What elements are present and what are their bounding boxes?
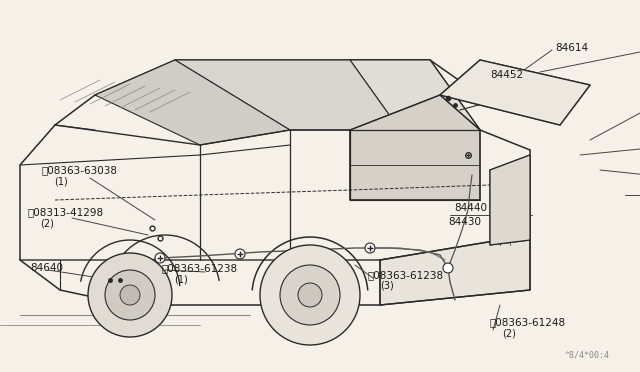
Circle shape <box>235 249 245 259</box>
Text: 84614: 84614 <box>555 43 588 53</box>
Text: Ⓢ08363-61238: Ⓢ08363-61238 <box>162 263 238 273</box>
Polygon shape <box>490 155 530 245</box>
Circle shape <box>443 263 453 273</box>
Polygon shape <box>350 60 480 130</box>
Polygon shape <box>175 60 400 130</box>
Text: 84440: 84440 <box>454 203 487 213</box>
Text: Ⓢ08363-63038: Ⓢ08363-63038 <box>42 165 118 175</box>
Text: (1): (1) <box>54 176 68 186</box>
Text: (2): (2) <box>502 328 516 338</box>
Polygon shape <box>95 60 290 145</box>
Polygon shape <box>350 95 480 200</box>
Circle shape <box>365 243 375 253</box>
Text: 84452: 84452 <box>490 70 523 80</box>
Text: (2): (2) <box>40 218 54 228</box>
Circle shape <box>298 283 322 307</box>
Circle shape <box>280 265 340 325</box>
Polygon shape <box>380 240 530 305</box>
Text: (3): (3) <box>380 281 394 291</box>
Circle shape <box>155 253 165 263</box>
Circle shape <box>260 245 360 345</box>
Text: 84430: 84430 <box>448 217 481 227</box>
Text: Ⓢ08363-61248: Ⓢ08363-61248 <box>490 317 566 327</box>
Text: (1): (1) <box>174 274 188 284</box>
Text: Ⓢ08363-61238: Ⓢ08363-61238 <box>368 270 444 280</box>
Circle shape <box>105 270 155 320</box>
Text: 84640: 84640 <box>30 263 63 273</box>
Circle shape <box>120 285 140 305</box>
Circle shape <box>88 253 172 337</box>
Text: ^8/4*00:4: ^8/4*00:4 <box>565 351 610 360</box>
Text: Ⓢ08313-41298: Ⓢ08313-41298 <box>28 207 104 217</box>
Polygon shape <box>440 60 590 125</box>
